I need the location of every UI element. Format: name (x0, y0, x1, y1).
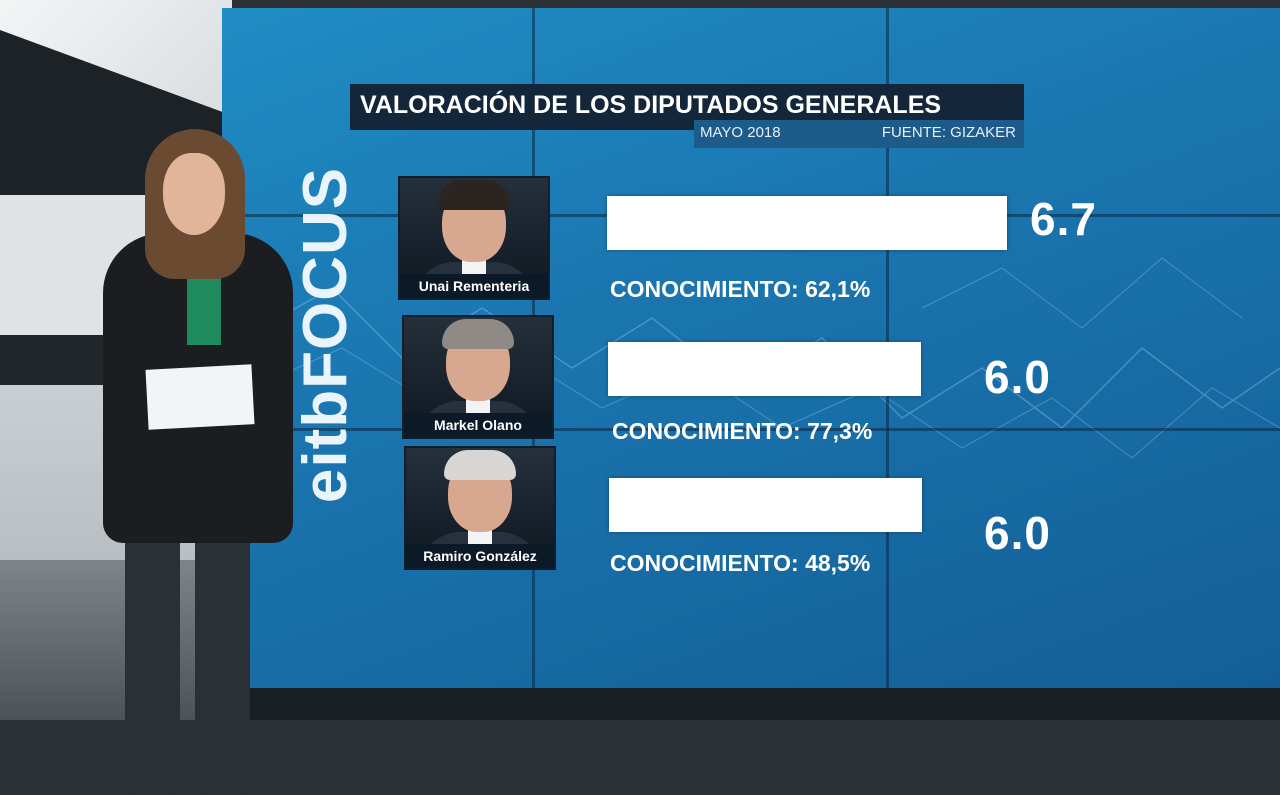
candidate-name: Ramiro González (406, 544, 554, 568)
knowledge-label: CONOCIMIENTO: 62,1% (610, 276, 871, 302)
candidate-photo: Markel Olano (402, 315, 554, 439)
bar-value-label: 6.0 (984, 507, 1051, 559)
candidate-name: Unai Rementeria (400, 274, 548, 298)
candidate-photo: Ramiro González (404, 446, 556, 570)
bar (607, 196, 1007, 250)
chart-title: VALORACIÓN DE LOS DIPUTADOS GENERALES (360, 91, 942, 119)
bar-value-label: 6.0 (984, 351, 1051, 403)
chart-subtitle-box: MAYO 2018 FUENTE: GIZAKER (694, 120, 1024, 148)
chart-source: FUENTE: GIZAKER (881, 124, 1016, 141)
knowledge-label: CONOCIMIENTO: 48,5% (610, 550, 871, 576)
chart-title-box: VALORACIÓN DE LOS DIPUTADOS GENERALES (350, 84, 1024, 130)
knowledge-label: CONOCIMIENTO: 77,3% (612, 418, 873, 444)
presenter-notes (145, 364, 255, 430)
bar (608, 342, 921, 396)
candidate-name: Markel Olano (404, 413, 552, 437)
bar-value-label: 6.7 (1030, 193, 1097, 245)
presenter (95, 125, 305, 795)
candidate-photo: Unai Rementeria (398, 176, 550, 300)
wall-seam (222, 428, 1280, 431)
bar (609, 478, 922, 532)
chart-date: MAYO 2018 (700, 124, 781, 141)
